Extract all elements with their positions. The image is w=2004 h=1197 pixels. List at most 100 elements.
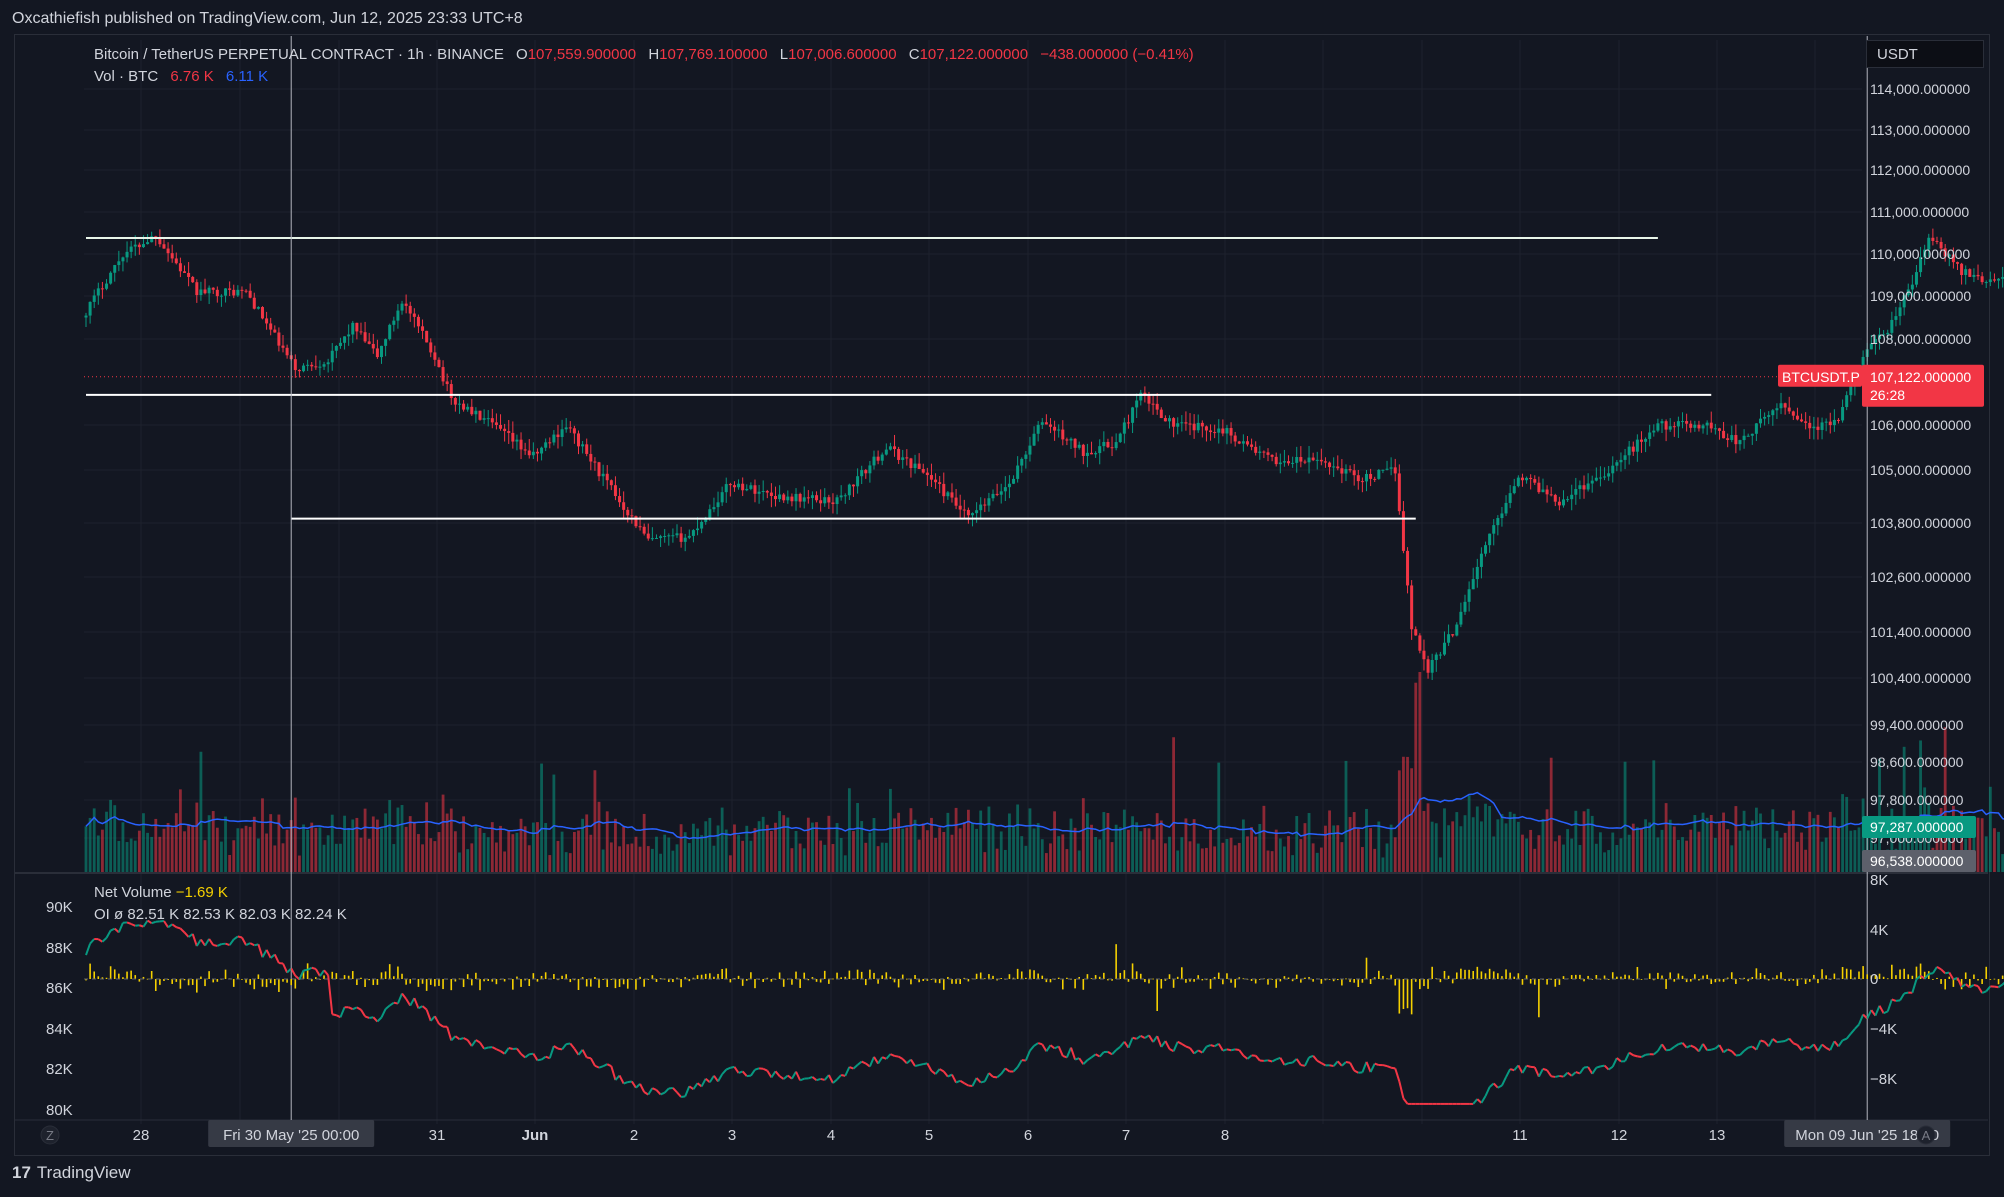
candle-body bbox=[864, 470, 868, 474]
volume-bar bbox=[1915, 827, 1918, 872]
net-volume-bar bbox=[343, 975, 346, 979]
volume-bar bbox=[700, 835, 704, 872]
net-volume-label[interactable]: Net Volume bbox=[94, 884, 172, 901]
oi-segment bbox=[1891, 998, 1897, 1002]
volume-bar bbox=[1705, 817, 1709, 872]
volume-bar bbox=[1315, 852, 1319, 872]
net-volume-bar bbox=[1332, 979, 1335, 982]
oi-segment bbox=[463, 1037, 469, 1042]
candle-body bbox=[1028, 445, 1032, 455]
candle-body bbox=[1188, 423, 1192, 425]
net-volume-bar bbox=[109, 966, 112, 979]
candle-body bbox=[499, 424, 503, 429]
volume-bar bbox=[1028, 808, 1032, 872]
oi-segment bbox=[483, 1046, 489, 1050]
net-volume-bar bbox=[163, 979, 165, 981]
net-volume-bar bbox=[113, 969, 116, 979]
net-volume-bar bbox=[1591, 979, 1594, 980]
volume-bar bbox=[634, 836, 638, 872]
volume-bar bbox=[244, 825, 248, 872]
oi-segment bbox=[89, 938, 95, 945]
oi-segment bbox=[1940, 968, 1946, 974]
volume-bar bbox=[1438, 857, 1442, 872]
net-volume-bar bbox=[1082, 979, 1085, 990]
oi-segment bbox=[898, 1055, 904, 1060]
net-volume-bar bbox=[1973, 974, 1975, 979]
candle-body bbox=[737, 483, 741, 488]
net-volume-bar bbox=[253, 979, 256, 990]
oi-segment bbox=[553, 1045, 559, 1050]
currency-button[interactable]: USDT bbox=[1866, 40, 1984, 68]
net-volume-bar bbox=[951, 979, 953, 984]
volume-bar bbox=[1578, 844, 1582, 872]
volume-bar bbox=[248, 826, 252, 872]
candle-body bbox=[1048, 424, 1052, 427]
net-volume-bar bbox=[1000, 977, 1003, 979]
volume-bar bbox=[1069, 818, 1073, 872]
candle-body bbox=[1775, 408, 1779, 411]
net-volume-bar bbox=[1636, 966, 1639, 979]
volume-bar bbox=[404, 826, 408, 872]
candle-body bbox=[133, 244, 137, 247]
oi-segment bbox=[1320, 1062, 1326, 1067]
net-volume-bar bbox=[704, 973, 707, 979]
candle-body bbox=[1529, 477, 1533, 480]
net-volume-axis-tick: 4K bbox=[1870, 922, 1888, 939]
oi-segment bbox=[1230, 1048, 1236, 1052]
oi-segment bbox=[581, 1049, 588, 1058]
candle-body bbox=[1763, 416, 1767, 419]
oi-segment bbox=[1681, 1042, 1688, 1049]
net-volume-bar bbox=[696, 975, 699, 979]
oi-segment bbox=[1062, 1055, 1068, 1059]
high-value: 107,769.100000 bbox=[659, 46, 768, 63]
net-volume-bar bbox=[606, 979, 609, 988]
candle-body bbox=[675, 533, 679, 536]
oi-segment bbox=[135, 924, 140, 927]
volume-bar bbox=[979, 810, 983, 872]
volume-bar bbox=[1997, 831, 2000, 872]
candle-body bbox=[1935, 240, 1939, 242]
volume-bar bbox=[1796, 841, 1799, 872]
net-volume-bar bbox=[310, 979, 313, 982]
volume-bar bbox=[1365, 808, 1368, 872]
volume-bar bbox=[88, 817, 92, 872]
volume-bar bbox=[129, 838, 133, 872]
candle-body bbox=[786, 496, 790, 501]
net-volume-bar bbox=[438, 979, 440, 986]
volume-bar bbox=[1451, 821, 1455, 872]
candle-body bbox=[650, 538, 654, 540]
oi-segment bbox=[939, 1068, 945, 1073]
candle-body bbox=[1668, 426, 1672, 430]
net-volume-bar bbox=[577, 979, 580, 990]
oi-segment bbox=[548, 1045, 555, 1059]
price-axis-tick: 106,000.000000 bbox=[1870, 417, 1971, 433]
volume-bar bbox=[1057, 836, 1061, 872]
volume-bar bbox=[1053, 811, 1056, 872]
net-volume-bar bbox=[503, 979, 506, 982]
volume-bar bbox=[1168, 836, 1171, 872]
volume-bar bbox=[1709, 814, 1713, 872]
oi-segment bbox=[1374, 1062, 1380, 1066]
candle-body bbox=[704, 517, 708, 522]
candle-body bbox=[1878, 334, 1882, 340]
candle-body bbox=[1960, 263, 1964, 275]
net-volume-bar bbox=[335, 973, 338, 979]
net-volume-bar bbox=[942, 979, 945, 990]
oi-segment bbox=[1057, 1045, 1064, 1057]
candle-body bbox=[1541, 489, 1545, 493]
net-volume-bar bbox=[1390, 974, 1392, 979]
oi-segment bbox=[816, 1077, 821, 1082]
oi-segment bbox=[413, 997, 420, 1009]
oi-segment bbox=[1004, 1067, 1011, 1073]
candle-body bbox=[1890, 319, 1894, 333]
symbol-title[interactable]: Bitcoin / TetherUS PERPETUAL CONTRACT · … bbox=[94, 46, 504, 63]
candle-body bbox=[548, 442, 552, 444]
candle-body bbox=[1065, 439, 1069, 441]
oi-label[interactable]: OI bbox=[94, 906, 110, 923]
candle-body bbox=[449, 384, 453, 399]
volume-label[interactable]: Vol · BTC bbox=[94, 68, 159, 85]
net-volume-bar bbox=[1780, 972, 1782, 979]
net-volume-bar bbox=[1345, 978, 1347, 980]
net-volume-bar bbox=[1657, 972, 1659, 979]
